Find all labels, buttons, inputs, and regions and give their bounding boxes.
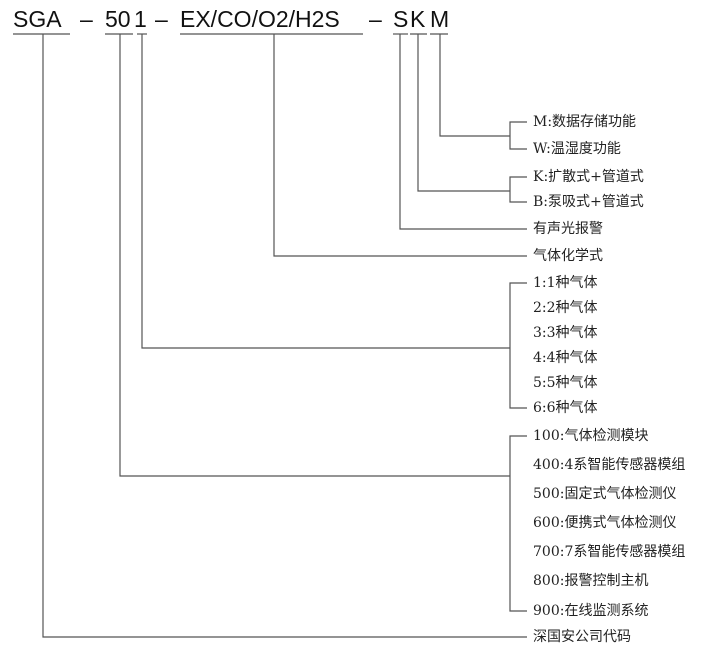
label-gas-6: 6:6种气体 xyxy=(533,400,598,416)
connector-s xyxy=(399,34,527,230)
connector-company xyxy=(42,34,527,638)
code-gas: EX/CO/O2/H2S xyxy=(180,6,340,32)
label-gas-2: 2:2种气体 xyxy=(533,300,598,316)
label-series-600: 600:便携式气体检测仪 xyxy=(533,515,677,531)
connector-series xyxy=(119,34,510,477)
label-series-900: 900:在线监测系统 xyxy=(533,603,649,619)
bracket-mw xyxy=(509,121,527,150)
connector-k xyxy=(417,34,510,192)
code-m: M xyxy=(430,6,450,32)
label-series-800: 800:报警控制主机 xyxy=(533,573,649,589)
code-1: 1 xyxy=(134,6,147,32)
code-50: 50 xyxy=(105,6,131,32)
label-series-100: 100:气体检测模块 xyxy=(533,428,649,444)
code-dash-2: – xyxy=(155,6,168,32)
label-b: B:泵吸式+管道式 xyxy=(533,194,644,210)
bracket-gas-count xyxy=(509,282,527,409)
code-k: K xyxy=(410,6,426,32)
label-gas-5: 5:5种气体 xyxy=(533,375,598,391)
label-w: W:温湿度功能 xyxy=(533,141,621,157)
label-gas-4: 4:4种气体 xyxy=(533,350,598,366)
code-s: S xyxy=(393,6,409,32)
connector-gas-count xyxy=(141,34,510,349)
code-dash-1: – xyxy=(80,6,93,32)
label-alarm: 有声光报警 xyxy=(533,221,603,237)
label-series-700: 700:7系智能传感器模组 xyxy=(533,544,686,560)
label-series-400: 400:4系智能传感器模组 xyxy=(533,457,686,473)
connector-formula xyxy=(273,34,527,257)
label-m: M:数据存储功能 xyxy=(533,114,637,130)
bracket-kb xyxy=(509,176,527,203)
bracket-series xyxy=(509,435,527,612)
code-dash-3: – xyxy=(369,6,382,32)
label-k: K:扩散式+管道式 xyxy=(533,169,644,185)
label-formula: 气体化学式 xyxy=(533,248,603,264)
label-series-500: 500:固定式气体检测仪 xyxy=(533,486,677,502)
code-sga: SGA xyxy=(13,6,62,32)
label-company: 深国安公司代码 xyxy=(533,629,631,645)
label-gas-3: 3:3种气体 xyxy=(533,325,598,341)
label-gas-1: 1:1种气体 xyxy=(533,275,598,291)
connector-m xyxy=(439,34,510,137)
